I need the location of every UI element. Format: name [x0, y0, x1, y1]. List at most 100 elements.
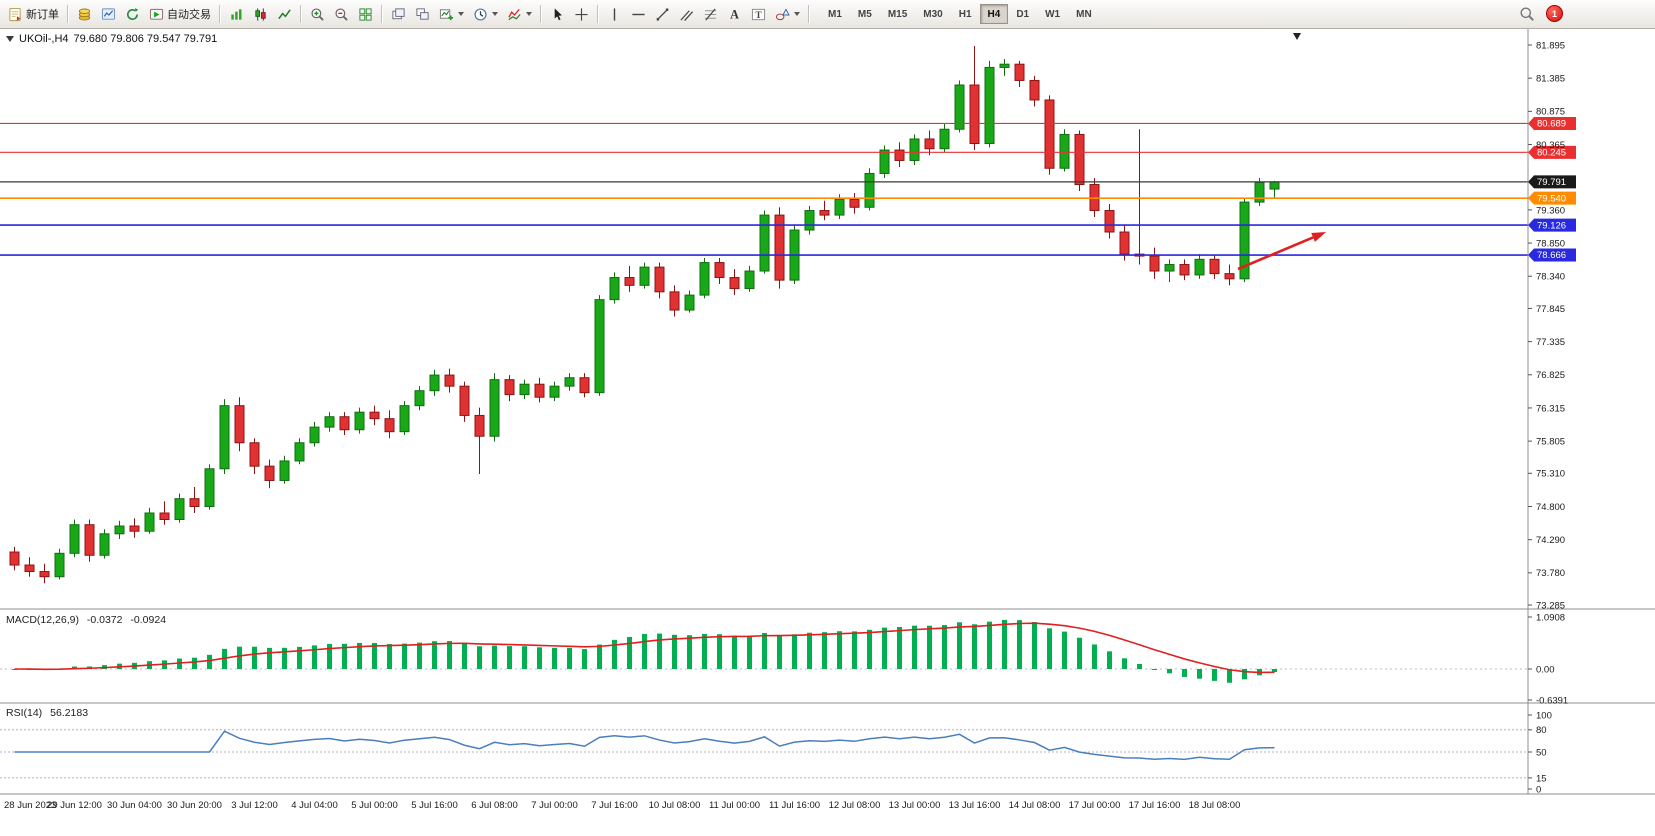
autotrading-icon: [149, 8, 164, 20]
timeframe-button-m5[interactable]: M5: [850, 4, 880, 24]
shapes-icon: [775, 7, 790, 20]
text-label-icon: T: [751, 8, 766, 20]
hline-80.689[interactable]: 80.689: [0, 116, 1576, 130]
fibonacci-tool-button[interactable]: [699, 3, 722, 25]
bar-chart-icon: [231, 8, 242, 20]
channel-icon: [680, 9, 694, 21]
crosshair-tool-button[interactable]: [570, 3, 593, 25]
dropdown-caret-icon: [458, 12, 464, 16]
cursor-icon: [554, 7, 562, 20]
svg-text:29 Jun 12:00: 29 Jun 12:00: [47, 800, 102, 811]
shapes-tool-button[interactable]: [771, 3, 804, 25]
navigator-icon: [101, 7, 116, 20]
timeframe-button-h4[interactable]: H4: [979, 4, 1009, 24]
hline-79.540[interactable]: 79.540: [0, 191, 1576, 205]
zoom-in-icon: [311, 7, 324, 21]
periods-button[interactable]: [469, 3, 502, 25]
trendline-tool-button[interactable]: [651, 3, 674, 25]
quotes-icon: [78, 7, 91, 21]
svg-text:13 Jul 16:00: 13 Jul 16:00: [949, 800, 1001, 811]
svg-text:75.310: 75.310: [1536, 469, 1565, 480]
svg-text:80: 80: [1536, 725, 1547, 736]
line-chart-button[interactable]: [273, 3, 296, 25]
svg-text:81.385: 81.385: [1536, 74, 1565, 85]
macd-panel: [0, 619, 1528, 683]
indicators-button[interactable]: [503, 3, 536, 25]
toolbar: 新订单: [0, 0, 1655, 29]
arrange-windows-button[interactable]: [387, 3, 410, 25]
search-button[interactable]: [1515, 3, 1539, 25]
svg-text:50: 50: [1536, 747, 1547, 758]
rsi-panel: [0, 729, 1528, 779]
timeframe-button-w1[interactable]: W1: [1037, 4, 1068, 24]
toolbar-separator: [67, 5, 69, 23]
timeframe-button-mn[interactable]: MN: [1068, 4, 1100, 24]
cascade-windows-button[interactable]: [411, 3, 434, 25]
hline-79.126[interactable]: 79.126: [0, 218, 1576, 232]
indicators-icon: [508, 8, 521, 20]
svg-text:12 Jul 08:00: 12 Jul 08:00: [829, 800, 881, 811]
hline-80.245[interactable]: 80.245: [0, 145, 1576, 159]
toolbar-separator: [219, 5, 221, 23]
zoom-in-button[interactable]: [306, 3, 329, 25]
svg-text:5 Jul 00:00: 5 Jul 00:00: [351, 800, 397, 811]
timeframe-button-m30[interactable]: M30: [915, 4, 950, 24]
dropdown-caret-icon: [492, 12, 498, 16]
line-chart-icon: [278, 8, 291, 19]
autotrading-button[interactable]: 自动交易: [145, 3, 215, 25]
text-label-tool-button[interactable]: T: [747, 3, 770, 25]
timeframe-button-h1[interactable]: H1: [951, 4, 980, 24]
text-icon: A: [730, 7, 739, 21]
toolbar-separator: [381, 5, 383, 23]
price-axis[interactable]: 81.895 81.385 80.875 80.365 79.360 78.850 78.3…: [0, 29, 1655, 795]
svg-text:5 Jul 16:00: 5 Jul 16:00: [411, 800, 457, 811]
arrange-windows-icon: [392, 7, 405, 19]
search-icon: [1520, 7, 1534, 21]
svg-text:81.895: 81.895: [1536, 40, 1565, 51]
zoom-out-button[interactable]: [330, 3, 353, 25]
chart-shift-marker[interactable]: [1293, 33, 1301, 40]
terminal-button[interactable]: [121, 3, 144, 25]
bar-chart-button[interactable]: [225, 3, 248, 25]
crosshair-icon: [575, 7, 588, 21]
timeframe-button-m15[interactable]: M15: [880, 4, 915, 24]
svg-text:6 Jul 08:00: 6 Jul 08:00: [471, 800, 517, 811]
svg-text:73.285: 73.285: [1536, 600, 1565, 611]
vertical-line-tool-button[interactable]: [603, 3, 626, 25]
current-price-line: 79.791: [0, 175, 1576, 189]
tile-windows-button[interactable]: [354, 3, 377, 25]
trend-arrow-annotation[interactable]: [1237, 232, 1326, 271]
candles-layer: [9, 45, 1280, 584]
fibonacci-icon: [704, 7, 717, 21]
timeframe-button-d1[interactable]: D1: [1008, 4, 1037, 24]
svg-text:7 Jul 00:00: 7 Jul 00:00: [531, 800, 577, 811]
svg-text:79.791: 79.791: [1537, 177, 1566, 188]
terminal-icon: [126, 7, 139, 20]
candlestick-chart-button[interactable]: [249, 3, 272, 25]
hline-78.666[interactable]: 78.666: [0, 248, 1576, 262]
svg-text:100: 100: [1536, 710, 1552, 721]
cursor-tool-button[interactable]: [546, 3, 569, 25]
svg-text:11 Jul 16:00: 11 Jul 16:00: [769, 800, 820, 811]
toolbar-separator: [540, 5, 542, 23]
svg-text:77.845: 77.845: [1536, 304, 1565, 315]
new-order-button[interactable]: 新订单: [4, 3, 63, 25]
svg-text:15: 15: [1536, 773, 1547, 784]
notification-badge[interactable]: 1: [1546, 5, 1563, 22]
new-chart-button[interactable]: [435, 3, 468, 25]
chart-canvas[interactable]: 80.689 80.245 79.540 79.126 78.666 79.791 81.8…: [0, 29, 1655, 836]
svg-text:75.805: 75.805: [1536, 437, 1565, 448]
timeframe-button-m1[interactable]: M1: [820, 4, 850, 24]
svg-text:74.290: 74.290: [1536, 535, 1565, 546]
svg-text:78.340: 78.340: [1536, 272, 1565, 283]
navigator-button[interactable]: [97, 3, 120, 25]
cascade-windows-icon: [416, 7, 429, 20]
quotes-button[interactable]: [73, 3, 96, 25]
candlestick-chart-icon: [255, 7, 266, 21]
channel-tool-button[interactable]: [675, 3, 698, 25]
horizontal-line-icon: [632, 13, 645, 15]
svg-text:80.689: 80.689: [1537, 119, 1566, 130]
horizontal-line-tool-button[interactable]: [627, 3, 650, 25]
text-tool-button[interactable]: A: [723, 3, 746, 25]
